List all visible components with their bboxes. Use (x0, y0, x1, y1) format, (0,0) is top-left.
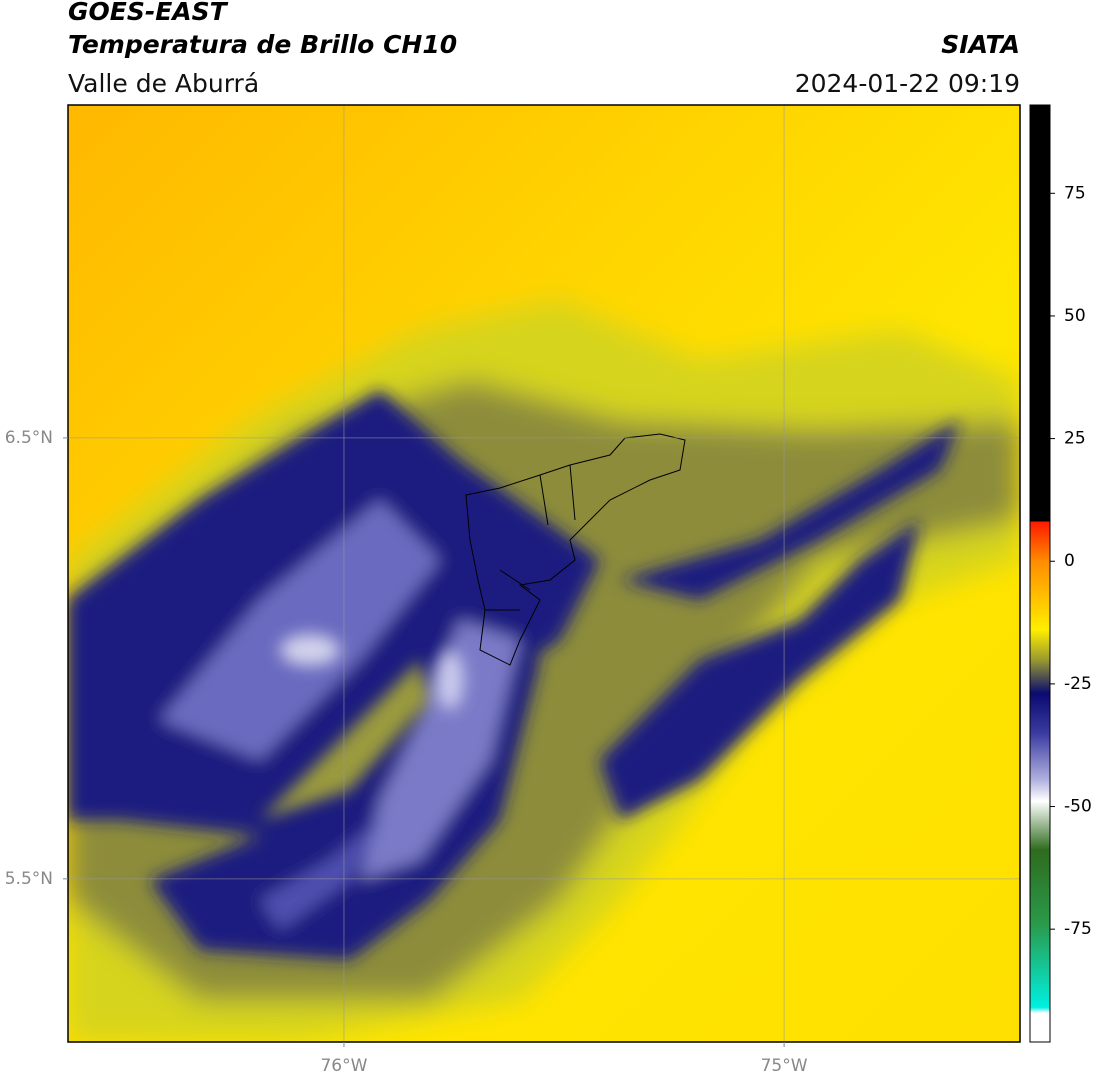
colorbar-tick-label: 0 (1064, 551, 1075, 571)
colorbar (1029, 104, 1051, 1043)
source-title: SIATA (941, 30, 1020, 59)
map-image (68, 105, 1020, 1042)
product-title: Temperatura de Brillo CH10 (68, 30, 457, 59)
colorbar-tick-label: -50 (1064, 797, 1092, 817)
colorbar-tick-label: 25 (1064, 429, 1086, 449)
colorbar-tick-label: -75 (1064, 919, 1092, 939)
satellite-title: GOES-EAST (68, 0, 229, 26)
graticule (68, 105, 1020, 1042)
colorbar-tick-label: 50 (1064, 306, 1086, 326)
colorbar-tick-label: -25 (1064, 674, 1092, 694)
lat-tick-label: 6.5°N (5, 428, 53, 448)
map-frame (67, 104, 1021, 1043)
lon-tick-label: 76°W (320, 1056, 367, 1076)
region-label: Valle de Aburrá (68, 69, 259, 98)
colorbar-tick-label: 75 (1064, 183, 1086, 203)
datetime-label: 2024-01-22 09:19 (795, 69, 1020, 98)
lat-tick-label: 5.5°N (5, 869, 53, 889)
lon-tick-label: 75°W (761, 1056, 808, 1076)
